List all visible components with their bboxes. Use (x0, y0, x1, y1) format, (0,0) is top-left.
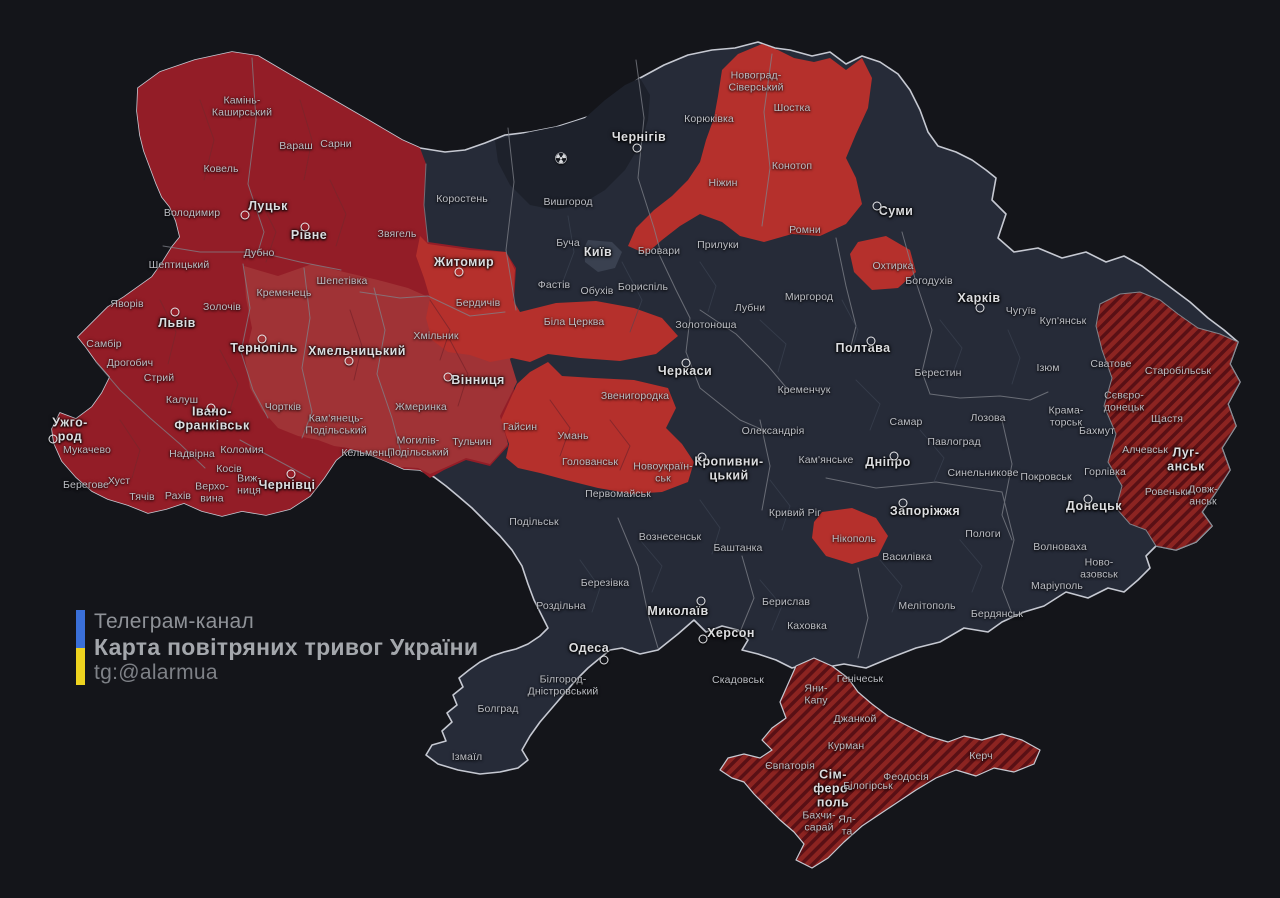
watermark: Телеграм-канал Карта повітряних тривог У… (76, 610, 478, 685)
region-zhytomyr-bila-tserkva-alert (416, 236, 678, 362)
region-northeast-cluster-alert (628, 44, 872, 254)
region-kyiv-city (584, 240, 622, 272)
raion-borders-dark (561, 215, 1021, 631)
watermark-title: Карта повітряних тривог України (94, 634, 479, 660)
flag-yellow-segment (76, 647, 85, 685)
watermark-channel-label: Телеграм-канал (94, 610, 255, 633)
region-crimea-occupied (719, 657, 1041, 869)
oblast-borders (95, 53, 1049, 659)
region-nikopol-alert (812, 508, 888, 564)
region-chornobyl-zone (495, 78, 650, 210)
flag-blue-segment (76, 610, 85, 648)
region-luhansk-occupied (1095, 291, 1241, 551)
raion-borders-red (119, 99, 631, 479)
watermark-tg-handle: tg:@alarmua (94, 661, 218, 684)
region-okhtyrka-alert (850, 236, 916, 290)
ukraine-flag-bar (76, 610, 85, 685)
region-uman-cluster-alert (501, 362, 694, 494)
